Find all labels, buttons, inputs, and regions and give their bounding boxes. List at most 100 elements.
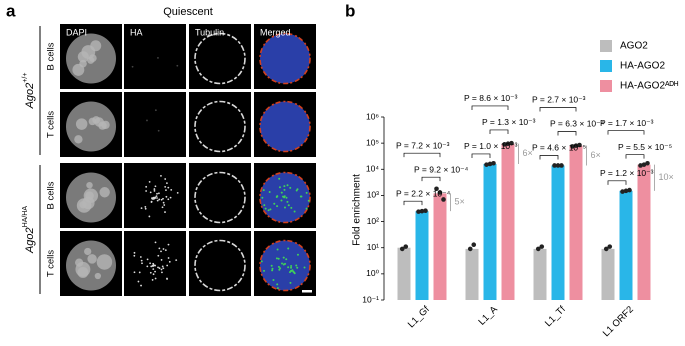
y-tick-label: 10⁵ — [366, 137, 379, 147]
p-value: P = 1.2 × 10⁻³ — [600, 168, 654, 178]
replicate-dot — [491, 160, 496, 166]
speckle — [283, 206, 286, 209]
speckle — [137, 280, 140, 283]
fold-change: 6× — [591, 150, 601, 160]
speckle — [161, 271, 163, 274]
replicate-dot — [423, 208, 428, 214]
speckle — [167, 243, 170, 246]
comparison-bracket — [539, 155, 559, 160]
membrane — [194, 32, 246, 85]
speckle — [277, 257, 280, 260]
p-value: P = 8.6 × 10⁻³ — [464, 93, 518, 103]
speckle — [167, 186, 170, 189]
replicate-dot — [573, 143, 579, 148]
bar — [569, 145, 583, 300]
speckle — [176, 64, 179, 67]
x-tick-label: L1_Gf — [406, 304, 432, 330]
micrograph — [124, 92, 186, 157]
speckle — [278, 186, 281, 189]
row-label: B cells — [46, 181, 57, 209]
speckle — [287, 266, 290, 269]
speckle — [263, 204, 266, 207]
comparison-bracket — [607, 130, 645, 135]
speckle — [154, 270, 156, 273]
row-label: B cells — [46, 42, 57, 70]
speckle — [148, 180, 151, 183]
replicate-dot — [487, 161, 493, 167]
panel-title: Quiescent — [163, 6, 213, 18]
speckle — [156, 199, 159, 202]
comparison-bracket — [625, 154, 645, 159]
genotype-name: Ago2 — [24, 227, 36, 254]
replicate-dot — [434, 186, 439, 192]
chromatin — [86, 181, 93, 189]
speckle — [133, 254, 136, 257]
speckle — [140, 207, 143, 210]
chromatin — [98, 121, 107, 130]
speckle — [276, 287, 279, 290]
speckle — [282, 256, 285, 259]
replicate-dot — [603, 246, 609, 252]
merged-nucleus — [260, 240, 310, 291]
speckle — [154, 109, 157, 112]
speckle — [162, 248, 165, 250]
micrograph — [189, 24, 251, 89]
speckle — [290, 265, 293, 268]
speckle — [166, 182, 168, 185]
speckle — [269, 208, 272, 211]
speckle — [166, 264, 169, 267]
speckle — [166, 277, 168, 280]
speckle — [133, 271, 136, 274]
speckle — [263, 269, 266, 272]
speckle — [152, 273, 155, 276]
speckle — [139, 256, 142, 258]
chromatin — [85, 191, 94, 200]
speckle — [169, 196, 172, 199]
speckle — [280, 191, 283, 194]
speckle — [285, 196, 288, 199]
p-value: P = 9.2 × 10⁻⁴ — [414, 164, 469, 174]
speckle — [154, 264, 156, 267]
legend-swatch — [600, 40, 612, 52]
chromatin — [99, 187, 110, 198]
micrograph — [124, 163, 186, 228]
speckle — [168, 260, 171, 263]
speckle — [151, 264, 154, 267]
bar — [415, 211, 429, 300]
comparison-bracket — [421, 176, 441, 182]
speckle — [289, 186, 292, 189]
speckle — [278, 268, 281, 271]
micrograph — [189, 92, 251, 157]
legend-label: AGO2 — [620, 41, 648, 52]
comparison-bracket — [557, 131, 577, 136]
merged-membrane — [259, 171, 311, 224]
speckle — [152, 262, 155, 265]
fold-change: 6× — [523, 148, 533, 158]
speckle — [144, 206, 147, 208]
p-value: P = 1.3 × 10⁻³ — [482, 117, 536, 127]
micrograph — [124, 24, 186, 89]
bar — [601, 248, 615, 300]
speckle — [157, 254, 160, 257]
column-label: Tubulin — [195, 27, 224, 37]
speckle — [277, 265, 280, 268]
comparison-bracket — [403, 152, 441, 158]
comparison-bracket — [539, 107, 577, 112]
speckle — [175, 259, 178, 262]
y-axis-label: Fold enrichment — [352, 174, 363, 246]
speckle — [157, 266, 159, 269]
speckle — [150, 265, 153, 268]
speckle — [153, 188, 156, 190]
speckle — [158, 247, 161, 250]
speckle — [170, 188, 173, 191]
p-value: P = 6.3 × 10⁻⁴ — [550, 119, 605, 129]
speckle — [283, 188, 286, 191]
speckle — [164, 178, 167, 180]
speckle — [287, 247, 290, 250]
replicate-dot — [441, 197, 446, 202]
replicate-dot — [505, 141, 511, 147]
speckle — [280, 199, 283, 202]
membrane — [194, 100, 246, 153]
speckle — [145, 185, 148, 188]
